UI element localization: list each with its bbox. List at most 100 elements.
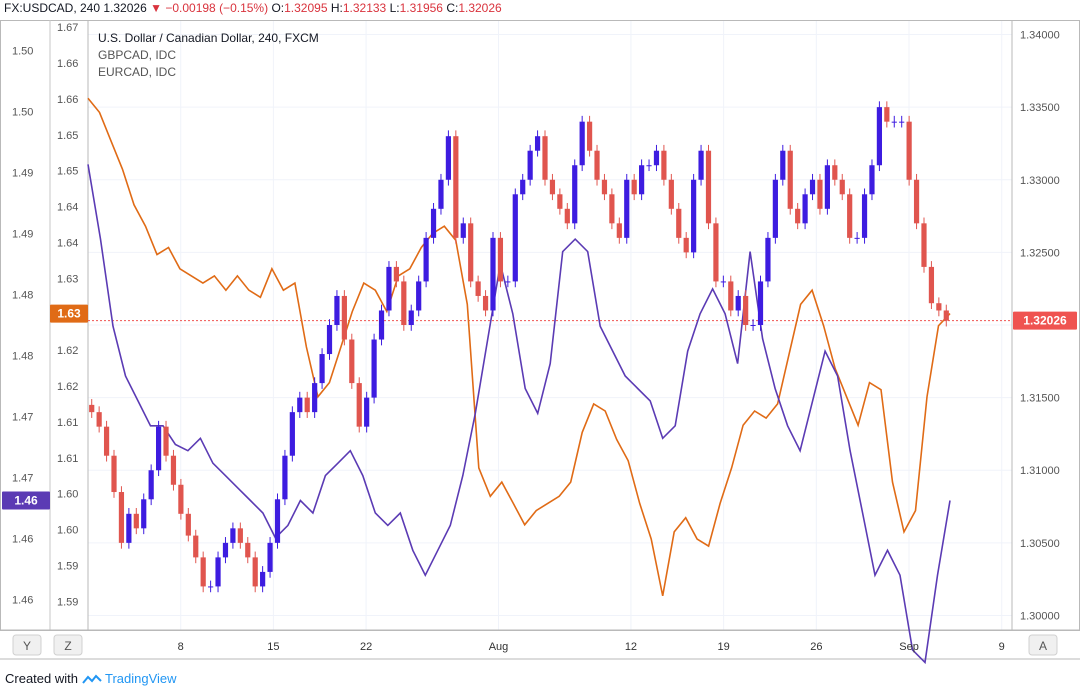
candle[interactable] (200, 551, 206, 593)
candle[interactable] (304, 391, 310, 418)
candle[interactable] (193, 529, 199, 564)
candle[interactable] (572, 159, 578, 230)
eurcad-series-line[interactable] (87, 164, 951, 665)
candle[interactable] (438, 173, 444, 215)
candle[interactable] (312, 377, 318, 418)
candle[interactable] (141, 493, 147, 535)
candle[interactable] (445, 130, 452, 186)
candle[interactable] (497, 232, 504, 288)
candle[interactable] (341, 290, 347, 346)
candle[interactable] (393, 261, 399, 288)
candle[interactable] (111, 449, 117, 498)
candle[interactable] (847, 188, 853, 244)
candle[interactable] (869, 159, 875, 201)
candle[interactable] (527, 144, 533, 186)
candle[interactable] (185, 508, 191, 542)
candle[interactable] (215, 551, 221, 593)
candle[interactable] (683, 232, 689, 259)
candle[interactable] (809, 173, 816, 201)
candle[interactable] (913, 173, 920, 230)
candle[interactable] (750, 319, 756, 331)
candle[interactable] (148, 464, 154, 506)
candle[interactable] (772, 173, 778, 244)
candle[interactable] (460, 217, 466, 244)
candle[interactable] (624, 173, 630, 244)
candle[interactable] (899, 115, 905, 128)
candle[interactable] (928, 261, 935, 310)
candle[interactable] (155, 420, 162, 477)
candle[interactable] (802, 188, 808, 230)
candle[interactable] (787, 144, 793, 215)
candle[interactable] (468, 217, 474, 288)
candle[interactable] (817, 173, 823, 215)
candle[interactable] (891, 115, 897, 128)
y-scale-button[interactable]: Y (12, 634, 42, 656)
candle[interactable] (735, 290, 741, 317)
candle[interactable] (274, 493, 281, 549)
candle[interactable] (163, 420, 169, 462)
candle[interactable] (349, 333, 355, 389)
legend-main-series[interactable]: U.S. Dollar / Canadian Dollar, 240, FXCM (98, 31, 319, 45)
candle[interactable] (371, 333, 377, 404)
candle[interactable] (757, 275, 764, 331)
candle[interactable] (557, 188, 563, 215)
candle[interactable] (89, 399, 95, 418)
auto-scale-button[interactable]: A (1028, 634, 1058, 656)
candle[interactable] (178, 478, 184, 520)
gbpcad-series-line[interactable] (87, 97, 951, 597)
candle[interactable] (118, 486, 125, 549)
candle[interactable] (646, 159, 652, 172)
candle[interactable] (453, 130, 459, 244)
candle[interactable] (297, 391, 303, 418)
candle[interactable] (601, 173, 608, 201)
candle[interactable] (861, 188, 868, 244)
candle[interactable] (326, 319, 333, 360)
candle[interactable] (780, 144, 786, 186)
candle[interactable] (423, 232, 429, 288)
legend-gbpcad[interactable]: GBPCAD, IDC (98, 48, 177, 62)
candle[interactable] (96, 406, 102, 433)
candle[interactable] (549, 173, 556, 201)
candle[interactable] (676, 203, 682, 244)
candle[interactable] (795, 203, 801, 230)
candle[interactable] (698, 144, 704, 186)
candle[interactable] (765, 232, 771, 288)
candle[interactable] (534, 130, 541, 157)
candle[interactable] (222, 537, 229, 564)
candle[interactable] (661, 144, 667, 186)
candle[interactable] (884, 101, 890, 128)
candle[interactable] (936, 297, 942, 317)
candle[interactable] (356, 377, 362, 433)
candle[interactable] (103, 420, 110, 462)
symbol-label[interactable]: FX:USDCAD, 240 (4, 1, 101, 15)
candle[interactable] (921, 217, 927, 273)
candle[interactable] (542, 130, 548, 186)
candle[interactable] (586, 115, 593, 157)
candle[interactable] (512, 188, 518, 288)
candle[interactable] (170, 449, 177, 491)
z-scale-button[interactable]: Z (53, 634, 83, 656)
candle[interactable] (401, 275, 407, 331)
candle[interactable] (126, 508, 132, 549)
candle[interactable] (267, 537, 273, 578)
candle[interactable] (430, 203, 437, 244)
legend-eurcad[interactable]: EURCAD, IDC (98, 65, 177, 79)
candle[interactable] (319, 348, 325, 389)
candle[interactable] (475, 275, 481, 302)
candle[interactable] (631, 173, 637, 201)
candle[interactable] (705, 144, 712, 230)
tradingview-brand[interactable]: TradingView (105, 671, 177, 686)
candle[interactable] (832, 159, 838, 186)
candle[interactable] (520, 173, 526, 201)
candle[interactable] (713, 217, 719, 288)
candle[interactable] (579, 115, 585, 172)
candle[interactable] (245, 537, 251, 564)
candle[interactable] (237, 522, 243, 549)
candle[interactable] (639, 159, 645, 201)
candle[interactable] (386, 261, 392, 317)
candle[interactable] (490, 232, 496, 317)
candle[interactable] (728, 275, 734, 317)
candle[interactable] (416, 275, 422, 317)
candle[interactable] (564, 203, 570, 230)
